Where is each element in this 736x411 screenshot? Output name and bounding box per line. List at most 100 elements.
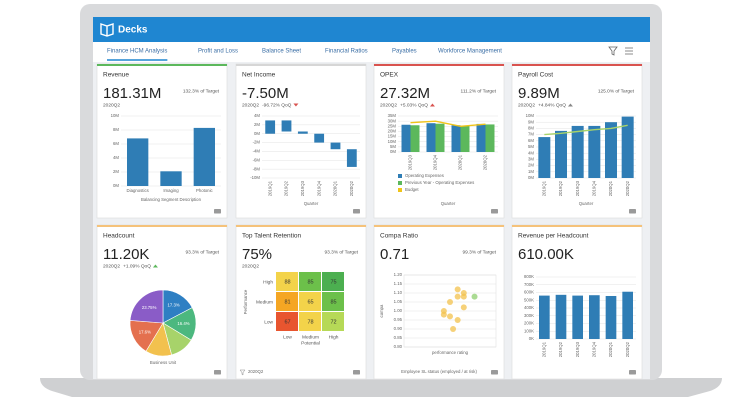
y-tick-label: 0M	[528, 175, 534, 180]
heat-cell	[299, 292, 321, 311]
bar	[605, 295, 617, 339]
card-title: Revenue	[103, 72, 129, 79]
y-tick-label: 700K	[524, 282, 534, 287]
comment-icon[interactable]	[629, 370, 636, 375]
card-target: 125.0% of Target	[598, 88, 635, 94]
y-tick-label: 4M	[254, 113, 260, 118]
card-accent	[374, 225, 504, 227]
comment-icon[interactable]	[491, 209, 498, 214]
y-tick-label: 0M	[254, 131, 260, 136]
tab[interactable]: Balance Sheet	[262, 49, 301, 55]
x-tick-label: 2019Q3	[575, 180, 580, 196]
y-tick-label: 20M	[388, 129, 397, 134]
bar	[401, 124, 411, 152]
card: Compa Ratio 0.71 99.3% of Target 0.80 0.85 0.…	[373, 224, 505, 380]
trend-arrow	[293, 103, 299, 107]
cell-value: 67	[284, 319, 290, 325]
card-title: Revenue per Headcount	[518, 233, 589, 240]
x-tick-label: 2019Q2	[558, 180, 563, 196]
card-target: 99.3% of Target	[462, 249, 496, 255]
comment-icon[interactable]	[214, 209, 221, 214]
y-tick-label: 0M	[113, 183, 119, 188]
filter-icon[interactable]	[608, 46, 618, 56]
card: Top Talent Retention 75% 93.3% of Target 20…	[235, 224, 367, 380]
tab[interactable]: Financial Ratios	[325, 49, 368, 55]
bar	[539, 295, 550, 339]
bar	[589, 295, 600, 339]
y-tick-label: 25M	[388, 123, 397, 128]
trend-arrow	[429, 103, 435, 107]
tab[interactable]: Workforce Management	[438, 49, 502, 55]
cell-value: 88	[284, 279, 290, 285]
column-label: High	[329, 334, 339, 340]
comment-icon[interactable]	[353, 370, 360, 375]
tab[interactable]: Finance HCM Analysis	[107, 49, 167, 55]
decks-icon	[100, 23, 114, 37]
legend-label: Budget	[405, 187, 419, 192]
card-accent	[512, 64, 642, 66]
cell-value: 75	[330, 279, 336, 285]
plot-frame	[403, 274, 497, 348]
x-tick-label: 2019Q3	[575, 341, 580, 357]
legend-swatch	[398, 188, 402, 192]
comment-icon[interactable]	[629, 209, 636, 214]
heat-cell	[322, 312, 344, 331]
legend-label: Operating Expenses	[405, 173, 444, 178]
card: Revenue 181.31M 132.3% of Target 2020Q2 0M 2M…	[96, 63, 228, 219]
bar	[588, 125, 601, 178]
waterfall-bar	[314, 133, 325, 143]
bar	[476, 123, 486, 152]
x-tick-label: Imaging	[163, 188, 179, 193]
point	[440, 311, 447, 318]
y-tick-label: 1.15	[394, 281, 403, 286]
laptop-base	[40, 378, 722, 397]
heat-cell	[322, 272, 344, 291]
y-tick-label: 3M	[528, 157, 534, 162]
y-tick-label: 9M	[528, 119, 534, 124]
heat-cell	[276, 292, 298, 311]
card-target: 111.2% of Target	[461, 88, 497, 94]
trend-arrow	[152, 264, 158, 268]
x-tick-label: 2020Q2	[483, 154, 488, 170]
waterfall-bar	[297, 131, 308, 134]
y-tick-label: 5M	[528, 144, 534, 149]
x-tick-label: 2019Q4	[591, 341, 596, 357]
y-tick-label: 1.00	[394, 308, 403, 313]
x-axis-label: Potential	[301, 340, 320, 346]
row-label: Medium	[256, 299, 273, 305]
slice-label: 17.3%	[167, 303, 179, 308]
comment-icon[interactable]	[353, 209, 360, 214]
column-label: Medium	[302, 334, 319, 340]
bar	[410, 125, 420, 152]
x-tick-label: 2019Q1	[541, 180, 546, 196]
tab[interactable]: Profit and Loss	[198, 49, 238, 55]
y-tick-label: -2M	[253, 140, 261, 145]
x-tick-label: 2020Q2	[625, 341, 630, 357]
legend-label: Previous Year - Operating Expenses	[405, 180, 474, 185]
comment-icon[interactable]	[491, 370, 498, 375]
comment-icon[interactable]	[214, 370, 221, 375]
card-footer: 2020Q2	[248, 369, 264, 374]
y-tick-label: 15M	[388, 134, 397, 139]
heat-cell	[276, 312, 298, 331]
x-tick-label: Diagnostics	[127, 188, 149, 193]
card-value: 11.20K	[103, 246, 149, 263]
y-tick-label: 0K	[529, 336, 534, 341]
line	[410, 120, 486, 127]
x-tick-label: 2019Q3	[300, 180, 305, 196]
point	[454, 293, 461, 300]
column-label: Low	[283, 334, 292, 340]
legend-swatch	[398, 181, 402, 185]
bar	[193, 127, 215, 186]
cell-value: 81	[284, 299, 290, 305]
bar	[555, 294, 567, 339]
card-change: +1.09% QoQ	[123, 263, 151, 269]
menu-icon[interactable]	[625, 47, 633, 55]
y-tick-label: 100K	[524, 328, 534, 333]
legend-swatch	[398, 174, 402, 178]
card-target: 132.3% of Target	[183, 88, 220, 94]
header-bar	[93, 17, 650, 42]
tab[interactable]: Payables	[392, 49, 417, 55]
card-accent	[97, 64, 227, 66]
y-tick-label: 4M	[528, 150, 534, 155]
